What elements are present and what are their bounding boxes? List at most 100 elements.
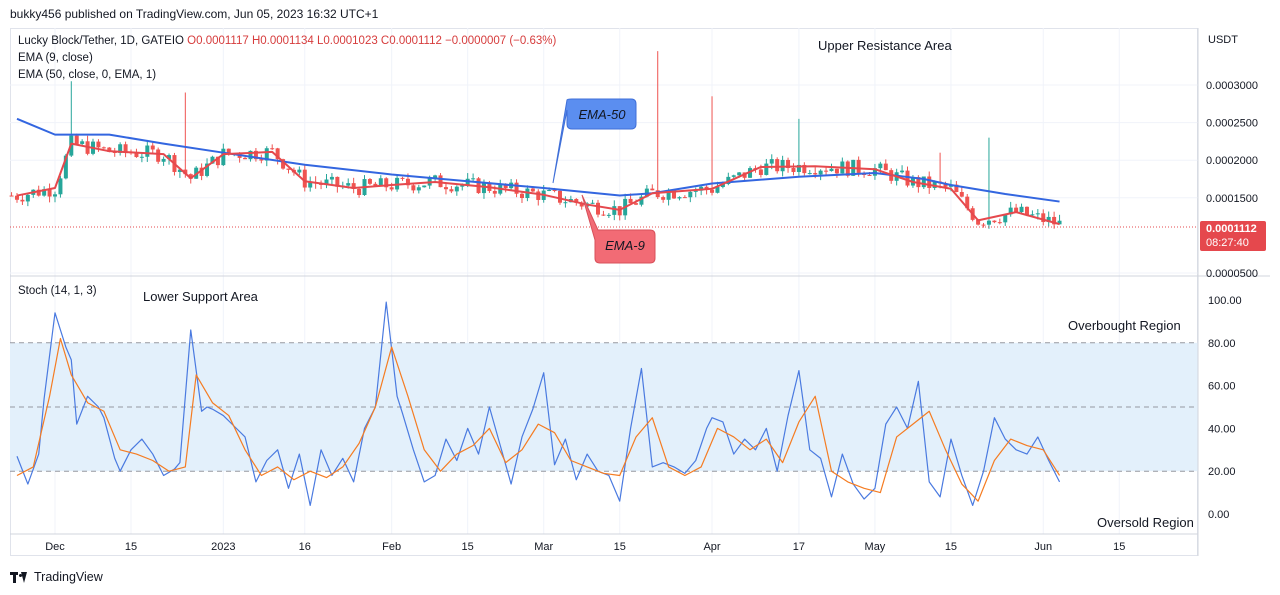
time-tick-label: 15 [945, 541, 957, 553]
candle-body [965, 196, 970, 209]
candle-body [715, 187, 720, 193]
time-tick-label: 16 [299, 541, 311, 553]
candle-body [1003, 214, 1008, 223]
ema9-callout-box [581, 194, 656, 264]
candle-body [807, 173, 812, 175]
candle-body [248, 150, 253, 160]
price-tick-label: 0.0001500 [1206, 193, 1258, 205]
candle-body [720, 183, 725, 188]
candle-body [1014, 207, 1019, 213]
time-tick-label: 15 [614, 541, 626, 553]
candle-body [389, 187, 394, 190]
candle-body [134, 153, 139, 158]
stoch-tick-label: 80.00 [1208, 338, 1236, 350]
ema9-line [16, 142, 1060, 226]
stoch-lines [16, 301, 1061, 507]
legend-symbol-row: Lucky Block/Tether, 1D, GATEIO O0.000111… [18, 35, 556, 47]
candle-body [335, 176, 340, 187]
candle-body [976, 219, 981, 225]
candle-body [25, 194, 30, 202]
candle-body [183, 169, 188, 175]
candle-body [536, 191, 541, 200]
candle-body [226, 148, 231, 155]
candle-body [373, 183, 378, 186]
candle-body [764, 163, 769, 175]
candle-body [378, 178, 383, 186]
candle-body [302, 169, 307, 188]
candle-body [177, 169, 182, 172]
candle-body [324, 179, 329, 185]
legend-stoch[interactable]: Stoch (14, 1, 3) [18, 285, 97, 297]
time-tick-label: Apr [703, 541, 720, 553]
candle-body [58, 178, 63, 195]
candle-body [80, 141, 85, 144]
candle-body [628, 198, 633, 204]
candle-body [1035, 213, 1040, 215]
candle-body [547, 189, 552, 191]
candle-body [346, 183, 351, 186]
ema50-callout-label: EMA-50 [579, 107, 627, 122]
candle-body [357, 188, 362, 196]
candle-body [139, 156, 144, 158]
candle-body [693, 190, 698, 192]
stoch-d-line [16, 337, 1061, 502]
candle-body [9, 195, 14, 197]
candle-body [818, 170, 823, 175]
candle-body [161, 158, 166, 162]
time-tick-label: 15 [125, 541, 137, 553]
candle-body [829, 168, 834, 172]
candle-body [112, 151, 117, 153]
time-tick-label: 15 [462, 541, 474, 553]
candle-body [351, 183, 356, 189]
candle-body [400, 177, 405, 179]
time-tick-label: 2023 [211, 541, 235, 553]
candle-body [1052, 216, 1057, 225]
legend-ema50[interactable]: EMA (50, close, 0, EMA, 1) [18, 69, 157, 81]
candle-body [1046, 216, 1051, 223]
currency-label: USDT [1208, 34, 1238, 46]
stoch-tick-label: 0.00 [1208, 509, 1229, 521]
tradingview-logo[interactable]: TradingView [10, 570, 103, 584]
candle-body [74, 135, 79, 144]
candle-body [981, 224, 986, 226]
candle-body [145, 145, 150, 157]
candle-body [943, 183, 948, 187]
candle-body [769, 159, 774, 164]
candle-body [36, 189, 41, 196]
stoch-tick-label: 100.00 [1208, 295, 1242, 307]
candle-body [460, 184, 465, 187]
candle-body [270, 148, 275, 150]
candle-body [443, 187, 448, 190]
price-tick-label: 0.0002500 [1206, 118, 1258, 130]
last-price-tag: 0.0001112 08:27:40 [1200, 221, 1266, 251]
candle-body [367, 179, 372, 184]
candle-body [20, 199, 25, 202]
candle-body [63, 155, 68, 179]
candle-body [959, 192, 964, 197]
candle-body [748, 168, 753, 178]
candle-body [997, 222, 1002, 224]
countdown-value: 08:27:40 [1206, 237, 1249, 249]
time-tick-label: 17 [793, 541, 805, 553]
callouts: EMA-50 EMA-9 [552, 98, 656, 264]
candle-body [883, 163, 888, 171]
candle-body [438, 175, 443, 188]
candle-body [590, 202, 595, 204]
candle-body [481, 183, 486, 194]
candle-body [47, 189, 52, 197]
candle-body [1041, 213, 1046, 223]
candle-body [42, 189, 47, 196]
candle-body [758, 169, 763, 175]
legend-ema9[interactable]: EMA (9, close) [18, 52, 93, 64]
candle-body [737, 172, 742, 176]
candle-body [867, 174, 872, 176]
candle-body [492, 190, 497, 194]
time-tick-label: Dec [45, 541, 65, 553]
axes: 0.0003000 0.0002500 0.0002000 0.0001500 0.00… [10, 28, 1270, 556]
candle-body [612, 206, 617, 215]
candle-body [856, 159, 861, 173]
candle-body [329, 176, 334, 180]
time-tick-label: May [865, 541, 886, 553]
candle-body [1030, 214, 1035, 216]
